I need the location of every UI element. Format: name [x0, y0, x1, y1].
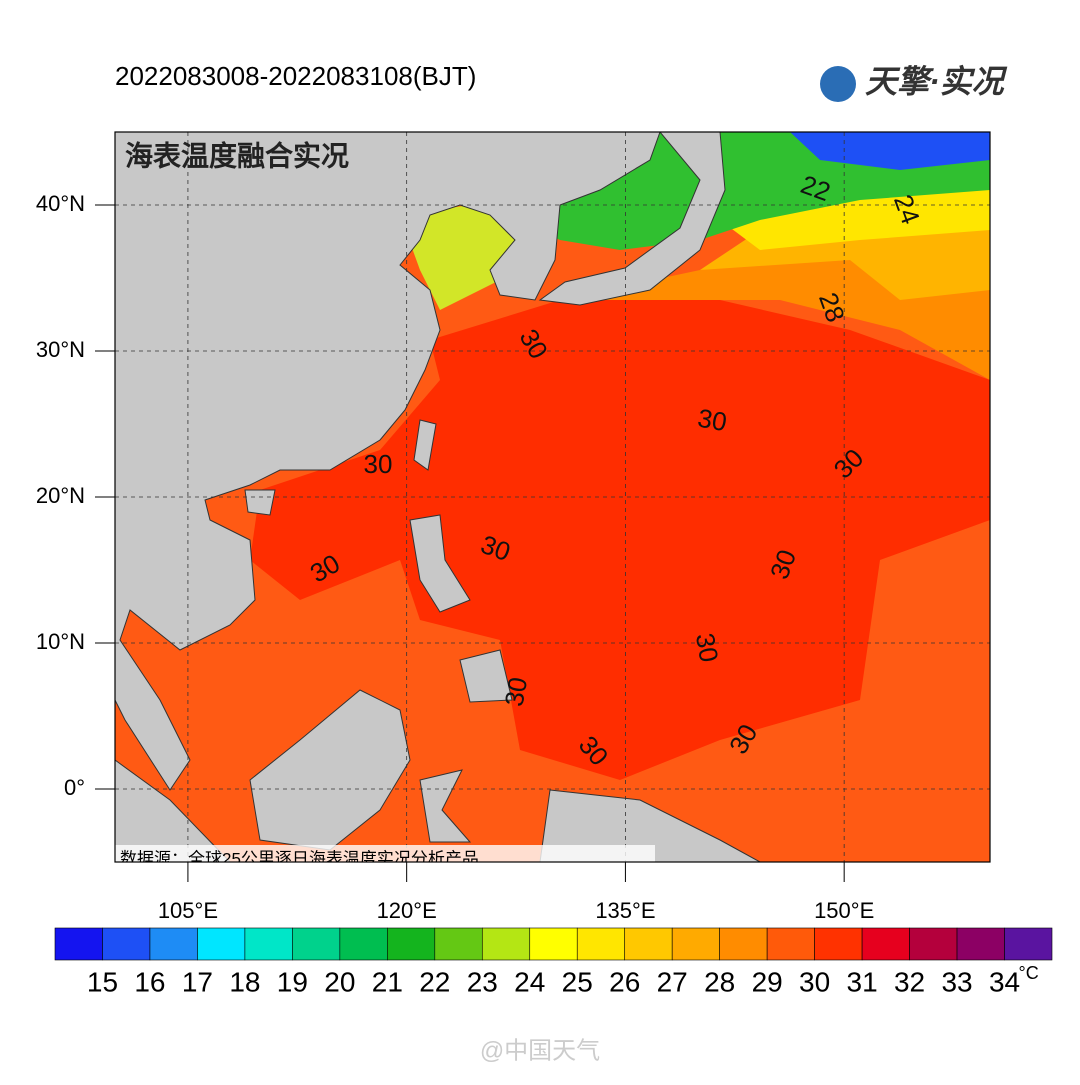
lat-tick-label: 10°N [36, 629, 85, 654]
ocean-26 [720, 180, 990, 250]
source-box [115, 845, 655, 862]
ocean-cold [790, 132, 990, 170]
land-taiwan [413, 419, 437, 471]
colorbar-tick-label: 21 [372, 966, 403, 997]
colorbar-swatch [197, 927, 246, 961]
colorbar-swatch [387, 927, 436, 961]
colorbar: 15 16 17 18 19 20 21 22 23 24 25 26 27 28 29 30 31 32 33 34… [54, 927, 1053, 997]
contour-label: 30 [499, 675, 534, 709]
contour-label: 30 [364, 449, 393, 479]
watermark: @中国天气 [480, 1037, 600, 1064]
land-hainan [244, 489, 276, 516]
colorbar-swatch [244, 927, 293, 961]
colorbar-swatch [1004, 927, 1053, 961]
land-luzon [409, 514, 471, 613]
contour-label: 30 [690, 631, 725, 665]
graticule [115, 132, 990, 862]
warm-core [250, 300, 990, 780]
colorbar-tick-label: 29 [752, 966, 783, 997]
colorbar-tick-label: 19 [277, 966, 308, 997]
time-range: 2022083008-2022083108(BJT) [115, 61, 476, 91]
colorbar-swatch [54, 927, 103, 961]
land-sulawesi [419, 769, 472, 843]
yellow-sea [400, 205, 520, 310]
colorbar-tick-label: 33 [941, 966, 972, 997]
land-japan [538, 132, 726, 306]
colorbar-tick-label: 22 [419, 966, 450, 997]
land-asia [115, 132, 661, 791]
colorbar-tick-label: 17 [182, 966, 213, 997]
land-mindanao [459, 649, 513, 703]
colorbar-tick-label: 18 [229, 966, 260, 997]
logo-icon [820, 66, 856, 102]
colorbar-swatch [719, 927, 768, 961]
colorbar-swatch [624, 927, 673, 961]
lat-tick-label: 20°N [36, 483, 85, 508]
colorbar-tick-label: 20 [324, 966, 355, 997]
axes: 105°E 120°E 135°E 150°E 40°N 30°N 20°N 10°N 0° [36, 191, 874, 923]
colorbar-tick-label: 15 [87, 966, 118, 997]
land-borneo [249, 689, 411, 851]
lon-tick-label: 135°E [595, 898, 655, 923]
lat-tick-label: 0° [64, 775, 85, 800]
lon-tick-label: 150°E [814, 898, 874, 923]
colorbar-swatch [766, 927, 815, 961]
colorbar-swatch [529, 927, 578, 961]
colorbar-swatch [149, 927, 198, 961]
source-text: 数据源：全球25公里逐日海表温度实况分析产品 [120, 849, 479, 868]
colorbar-swatch [434, 927, 483, 961]
colorbar-swatch [339, 927, 388, 961]
colorbar-tick-label: 26 [609, 966, 640, 997]
colorbar-tick-label: 27 [657, 966, 688, 997]
colorbar-tick-label: 16 [134, 966, 165, 997]
colorbar-swatch [814, 927, 863, 961]
colorbar-tick-label: 24 [514, 966, 545, 997]
lat-tick-label: 30°N [36, 337, 85, 362]
colorbar-tick-label: 34 [989, 966, 1020, 997]
colorbar-tick-label: 23 [467, 966, 498, 997]
colorbar-swatch [861, 927, 910, 961]
colorbar-swatch [481, 927, 531, 961]
colorbar-tick-label: 28 [704, 966, 735, 997]
colorbar-swatch [292, 927, 341, 961]
lon-tick-label: 105°E [158, 898, 218, 923]
lon-tick-label: 120°E [377, 898, 437, 923]
colorbar-swatch [576, 927, 626, 961]
logo-text: 天擎·实况 [865, 63, 1008, 99]
colorbar-tick-label: 32 [894, 966, 925, 997]
map-title: 海表温度融合实况 [125, 139, 349, 171]
colorbar-tick-label: 25 [562, 966, 593, 997]
colorbar-unit: °C [1019, 963, 1039, 983]
colorbar-swatch [956, 927, 1005, 961]
colorbar-swatch [102, 927, 151, 961]
land-sumatra [115, 759, 231, 862]
colorbar-tick-label: 31 [847, 966, 878, 997]
colorbar-swatch [671, 927, 720, 961]
lat-tick-label: 40°N [36, 191, 85, 216]
contour-label: 30 [696, 403, 730, 438]
colorbar-tick-label: 30 [799, 966, 830, 997]
colorbar-swatch [909, 927, 958, 961]
